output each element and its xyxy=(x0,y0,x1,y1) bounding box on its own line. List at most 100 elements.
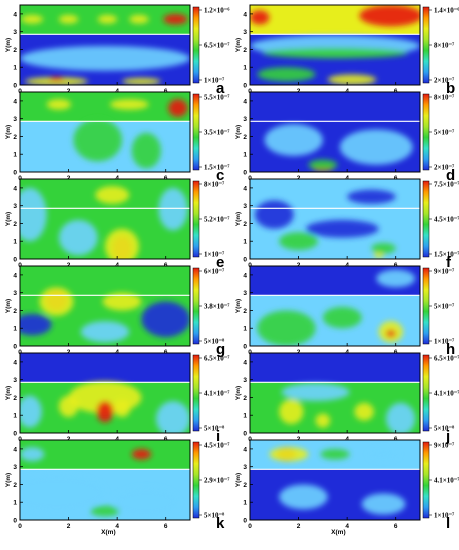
x-tick-label: 0 xyxy=(18,523,22,530)
y-tick-label: 3 xyxy=(13,377,17,384)
contour-blob xyxy=(269,447,309,462)
colorbar-label: 1×10⁻⁷ xyxy=(434,512,454,520)
colorbar-label: 2.9×10⁻⁷ xyxy=(204,477,230,485)
x-tick-label: 4 xyxy=(345,523,349,530)
contour-blob xyxy=(20,475,105,512)
y-tick-label: 4 xyxy=(243,185,247,192)
colorbar xyxy=(422,267,430,345)
contour-blob xyxy=(20,447,45,462)
contour-blob xyxy=(21,14,44,24)
y-tick-label: 2 xyxy=(243,395,247,402)
contour-blob xyxy=(114,488,178,517)
plot-frame xyxy=(19,4,191,86)
contour-blob xyxy=(168,99,188,117)
contour-blobs xyxy=(46,99,188,169)
colorbar-label: 4.5×10⁻⁷ xyxy=(434,216,459,224)
colorbar xyxy=(192,93,200,171)
y-tick-label: 1 xyxy=(13,65,17,72)
y-tick-label: 4 xyxy=(243,11,247,18)
y-tick-label: 3 xyxy=(13,203,17,210)
y-tick-label: 0 xyxy=(13,257,17,264)
panel-letter: f xyxy=(446,254,452,271)
colorbar-label: 5.2×10⁻⁷ xyxy=(204,216,230,224)
y-tick-label: 1 xyxy=(13,500,17,507)
contour-blobs xyxy=(20,186,188,259)
plot-frame xyxy=(19,91,191,173)
colorbar-label: 5×10⁻⁸ xyxy=(204,338,224,346)
y-tick-label: 2 xyxy=(13,308,17,315)
contour-blob xyxy=(376,269,416,288)
colorbar-label: 1.5×10⁻⁷ xyxy=(434,251,459,259)
colorbar-label: 4.1×10⁻⁷ xyxy=(204,390,230,398)
contour-blob xyxy=(262,47,408,59)
contour-blob xyxy=(46,99,71,110)
colorbar-label: 5×10⁻⁸ xyxy=(434,425,454,433)
y-tick-label: 3 xyxy=(13,29,17,36)
colorbar-label: 5×10⁻⁷ xyxy=(434,129,454,137)
plot-frame xyxy=(19,352,191,434)
contour-blob xyxy=(24,77,88,85)
contour-blob xyxy=(90,505,120,517)
heatmap-field xyxy=(250,179,420,259)
y-tick-label: 0 xyxy=(13,170,17,177)
contour-blob xyxy=(97,14,118,24)
contour-blob xyxy=(279,399,304,425)
contour-blob xyxy=(20,187,47,242)
panel-k: 0 1 2 3 4 0 2 4 6 X(m) Y(m) 4.5×10⁻⁷ 2.9×10⁻⁷ 5×10⁻⁸k xyxy=(5,439,230,536)
colorbar-label: 8×10⁻⁷ xyxy=(434,42,454,50)
contour-blob xyxy=(361,493,406,515)
panel-letter: k xyxy=(216,515,225,532)
colorbar-label: 8×10⁻⁷ xyxy=(434,94,454,102)
colorbar-label: 1.4×10⁻⁶ xyxy=(434,7,459,15)
contour-blob xyxy=(386,402,416,433)
x-tick-label: 6 xyxy=(394,523,398,530)
contour-blob xyxy=(95,186,130,204)
x-tick-label: 0 xyxy=(248,523,252,530)
contour-blob xyxy=(158,187,188,231)
upper-layer xyxy=(250,353,420,383)
y-tick-label: 3 xyxy=(13,464,17,471)
contour-blob xyxy=(359,5,420,27)
y-tick-label: 0 xyxy=(243,257,247,264)
y-tick-label: 3 xyxy=(13,116,17,123)
heatmap-field xyxy=(250,92,420,172)
contour-blob xyxy=(20,395,42,428)
colorbar-label: 3.8×10⁻⁷ xyxy=(204,303,230,311)
plot-frame xyxy=(19,178,191,260)
y-axis-label: Y(m) xyxy=(5,212,12,226)
plot-frame xyxy=(249,265,421,347)
y-tick-label: 2 xyxy=(243,482,247,489)
contour-blob xyxy=(257,310,316,346)
contour-blob xyxy=(20,45,190,71)
colorbar-label: 6×10⁻⁷ xyxy=(204,268,224,276)
colorbar-label: 9×10⁻⁷ xyxy=(434,268,454,276)
panel-letter: b xyxy=(446,80,455,97)
plot-frame xyxy=(249,91,421,173)
contour-blob xyxy=(371,243,396,254)
y-tick-label: 0 xyxy=(13,83,17,90)
plot-frame xyxy=(249,178,421,260)
contour-blob xyxy=(386,330,396,338)
contour-blob xyxy=(279,484,328,510)
y-tick-label: 4 xyxy=(13,11,17,18)
y-tick-label: 3 xyxy=(243,464,247,471)
y-tick-label: 4 xyxy=(13,98,17,105)
plot-frame xyxy=(249,352,421,434)
contour-blob xyxy=(281,383,350,401)
colorbar-label: 5×10⁻⁷ xyxy=(434,303,454,311)
y-tick-label: 2 xyxy=(243,134,247,141)
y-tick-label: 0 xyxy=(243,83,247,90)
colorbar-label: 1.5×10⁻⁷ xyxy=(204,164,230,172)
y-axis-label: Y(m) xyxy=(235,299,242,313)
colorbar-label: 5×10⁻⁸ xyxy=(204,512,224,520)
contour-blobs xyxy=(20,447,178,517)
x-axis-label: X(m) xyxy=(331,529,345,536)
y-tick-label: 1 xyxy=(243,500,247,507)
y-tick-label: 4 xyxy=(243,446,247,453)
heatmap-field xyxy=(250,266,420,346)
contour-blob xyxy=(373,252,384,259)
colorbar-label: 6.5×10⁻⁷ xyxy=(204,42,230,50)
